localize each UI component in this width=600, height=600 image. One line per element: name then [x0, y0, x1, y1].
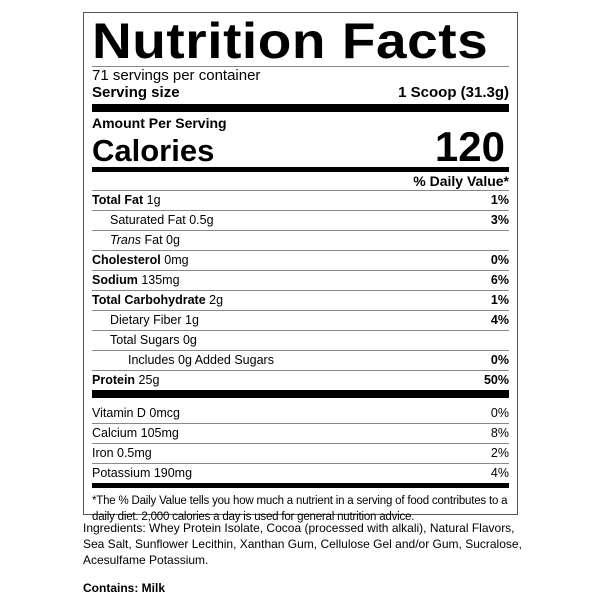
nutrition-facts-panel: Nutrition Facts 71 servings per containe… [83, 12, 518, 523]
nutrient-row-total-carbohydrate: Total Carbohydrate 2g 1% [92, 290, 509, 310]
nutrient-row-total-sugars: Total Sugars 0g [92, 330, 509, 350]
allergen-statement: Contains: Milk [83, 581, 166, 595]
nutrient-label: Includes 0g Added Sugars [128, 353, 274, 367]
nutrient-label: Protein [92, 373, 136, 387]
thick-divider [92, 390, 509, 398]
calories-value: 120 [434, 123, 505, 170]
daily-value-footnote: *The % Daily Value tells you how much a … [92, 495, 508, 523]
nutrient-dv: 50% [483, 373, 509, 387]
nutrient-dv: 1% [490, 293, 509, 307]
vitamin-label: Vitamin D 0mcg [92, 406, 180, 420]
vitamin-row-iron: Iron 0.5mg 2% [92, 443, 509, 463]
nutrient-amount: 135mg [141, 273, 180, 287]
nutrient-row-trans-fat: Trans Fat 0g [92, 230, 509, 250]
vitamin-row-vitamin-d: Vitamin D 0mcg 0% [92, 404, 509, 423]
nutrient-label: Total Fat [92, 193, 144, 207]
nutrient-amount: Fat 0g [144, 233, 180, 247]
vitamin-dv: 4% [490, 466, 509, 480]
vitamin-dv: 2% [490, 446, 509, 460]
nutrient-amount: 1g [146, 193, 161, 207]
nutrient-dv: 4% [490, 313, 509, 327]
calories-row: Calories 120 [92, 126, 509, 168]
ingredients-text: Ingredients: Whey Protein Isolate, Cocoa… [83, 521, 522, 567]
vitamin-label: Calcium 105mg [92, 426, 179, 440]
serving-size-row: Serving size 1 Scoop (31.3g) [92, 84, 509, 101]
vitamin-row-calcium: Calcium 105mg 8% [92, 423, 509, 443]
nutrient-dv: 0% [490, 353, 509, 367]
nutrient-label: Saturated Fat 0.5g [110, 213, 214, 227]
nutrient-amount: 25g [138, 373, 160, 387]
amount-per-serving: Amount Per Serving [92, 115, 227, 131]
serving-size-label: Serving size [92, 84, 180, 101]
calories-label: Calories [92, 133, 215, 168]
servings-per-container: 71 servings per container [92, 67, 261, 84]
nutrient-label: Total Sugars 0g [110, 333, 197, 347]
nutrient-row-total-fat: Total Fat 1g 1% [92, 190, 509, 210]
nutrient-dv: 1% [490, 193, 509, 207]
vitamin-dv: 8% [490, 426, 509, 440]
nutrient-label: Cholesterol [92, 253, 161, 267]
nutrient-row-cholesterol: Cholesterol 0mg 0% [92, 250, 509, 270]
vitamin-label: Potassium 190mg [92, 466, 193, 480]
nutrient-row-sodium: Sodium 135mg 6% [92, 270, 509, 290]
nutrient-row-dietary-fiber: Dietary Fiber 1g 4% [92, 310, 509, 330]
medium-divider [92, 483, 509, 488]
nutrient-label: Sodium [92, 273, 138, 287]
nutrient-label: Dietary Fiber 1g [110, 313, 199, 327]
nutrient-amount: 2g [209, 293, 224, 307]
nutrient-amount: 0mg [164, 253, 189, 267]
daily-value-header: % Daily Value* [413, 173, 509, 189]
vitamin-label: Iron 0.5mg [92, 446, 152, 460]
vitamin-dv: 0% [490, 406, 509, 420]
vitamin-row-potassium: Potassium 190mg 4% [92, 463, 509, 483]
nutrient-dv: 3% [490, 213, 509, 227]
panel-title: Nutrition Facts [92, 13, 489, 69]
nutrient-label: Trans [110, 233, 142, 247]
nutrient-row-protein: Protein 25g 50% [92, 370, 509, 390]
thick-divider [92, 104, 509, 112]
nutrient-row-saturated-fat: Saturated Fat 0.5g 3% [92, 210, 509, 230]
medium-divider [92, 167, 509, 172]
nutrient-row-added-sugars: Includes 0g Added Sugars 0% [92, 350, 509, 370]
divider [92, 66, 509, 67]
nutrient-dv: 0% [490, 253, 509, 267]
serving-size-value: 1 Scoop (31.3g) [398, 84, 509, 101]
nutrient-dv: 6% [490, 273, 509, 287]
nutrient-label: Total Carbohydrate [92, 293, 206, 307]
